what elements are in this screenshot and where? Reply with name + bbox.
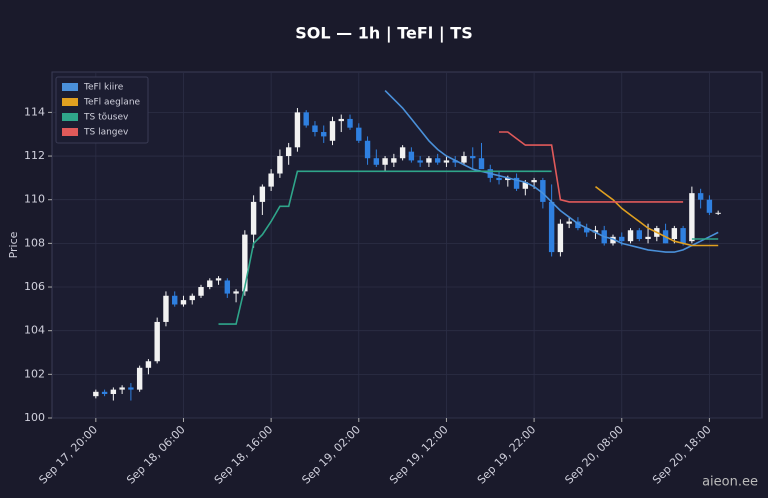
candle-body <box>470 156 476 159</box>
candle-body <box>338 118 344 122</box>
candle-body <box>101 391 108 394</box>
y-tick-label: 114 <box>24 105 45 118</box>
candle-body <box>136 367 143 390</box>
candle-body <box>461 156 467 163</box>
y-axis-label: Price <box>7 231 20 258</box>
candle-body <box>540 180 546 202</box>
candle-body <box>224 280 231 294</box>
candle-body <box>583 228 590 233</box>
legend-swatch <box>62 128 78 136</box>
candle-body <box>356 127 362 141</box>
candle-body <box>452 160 458 163</box>
candle-body <box>417 160 423 163</box>
candle-body <box>434 158 441 163</box>
candle-body <box>408 151 415 161</box>
candle-body <box>592 230 599 233</box>
indicator-line <box>499 131 684 203</box>
indicator-line <box>218 170 719 325</box>
legend-box <box>55 76 149 144</box>
candle-body <box>93 391 99 397</box>
candle-body <box>233 291 239 294</box>
candle-body <box>399 147 406 159</box>
candle-body <box>119 387 125 390</box>
candle-body <box>373 158 380 165</box>
candle-body <box>259 186 266 202</box>
candle-body <box>636 230 642 239</box>
candle-body <box>242 234 248 292</box>
y-tick-label: 108 <box>24 236 45 249</box>
y-tick-label: 112 <box>24 149 45 162</box>
candle-body <box>145 361 152 368</box>
candle-body <box>364 140 371 159</box>
candle-body <box>268 173 274 187</box>
chart-title: SOL — 1h | TeFl | TS <box>295 24 472 44</box>
y-tick-label: 100 <box>24 411 45 424</box>
candle-body <box>478 158 485 170</box>
candle-body <box>294 112 301 148</box>
candle-body <box>715 212 721 214</box>
y-tick-label: 104 <box>24 324 45 337</box>
candle-body <box>382 158 388 165</box>
candle-body <box>645 236 651 239</box>
candle-body <box>163 295 169 322</box>
candle-body <box>443 160 450 163</box>
candle-body <box>496 177 502 181</box>
candle-body <box>566 221 572 224</box>
y-tick-label: 110 <box>24 193 45 206</box>
candle-body <box>303 112 309 126</box>
y-tick-label: 106 <box>24 280 45 293</box>
candle-body <box>689 193 695 242</box>
candle-body <box>671 228 678 239</box>
candle-body <box>189 295 195 301</box>
candle-body <box>505 177 511 181</box>
candle-body <box>110 389 117 394</box>
candle-body <box>610 236 616 244</box>
candle-body <box>697 193 704 200</box>
legend-label: TS langev <box>83 128 129 138</box>
candle-body <box>548 201 555 253</box>
candle-body <box>277 156 283 174</box>
candle-body <box>627 230 634 242</box>
candle-body <box>180 300 187 305</box>
plot-area <box>51 71 763 419</box>
candle-body <box>531 180 537 183</box>
candle-body <box>172 295 178 305</box>
candle-body <box>619 236 625 242</box>
candle-body <box>706 199 713 213</box>
watermark: aieon.ee <box>702 475 758 490</box>
legend-swatch <box>62 113 78 121</box>
candle-body <box>557 223 564 253</box>
candle-body <box>426 158 432 163</box>
candle-body <box>321 132 327 137</box>
legend-swatch <box>62 83 78 91</box>
candle-body <box>198 287 204 296</box>
candle-body <box>312 125 318 133</box>
candle-body <box>522 182 529 189</box>
candle-body <box>285 147 292 157</box>
legend-label: TeFl aeglane <box>83 98 141 108</box>
candle-body <box>215 278 222 281</box>
candle-body <box>347 118 353 128</box>
indicator-line <box>384 90 719 253</box>
candle-body <box>680 228 686 244</box>
candle-body <box>575 221 581 229</box>
candle-body <box>154 321 160 362</box>
legend-label: TS tõusev <box>83 113 129 123</box>
candle-body <box>207 280 213 288</box>
legend-swatch <box>62 98 78 106</box>
legend-label: TeFl kiire <box>83 83 124 93</box>
candle-body <box>128 387 134 390</box>
y-tick-label: 102 <box>24 367 45 380</box>
candle-body <box>513 177 520 189</box>
candle-body <box>250 201 257 235</box>
candle-body <box>329 121 336 141</box>
candle-body <box>391 158 397 163</box>
